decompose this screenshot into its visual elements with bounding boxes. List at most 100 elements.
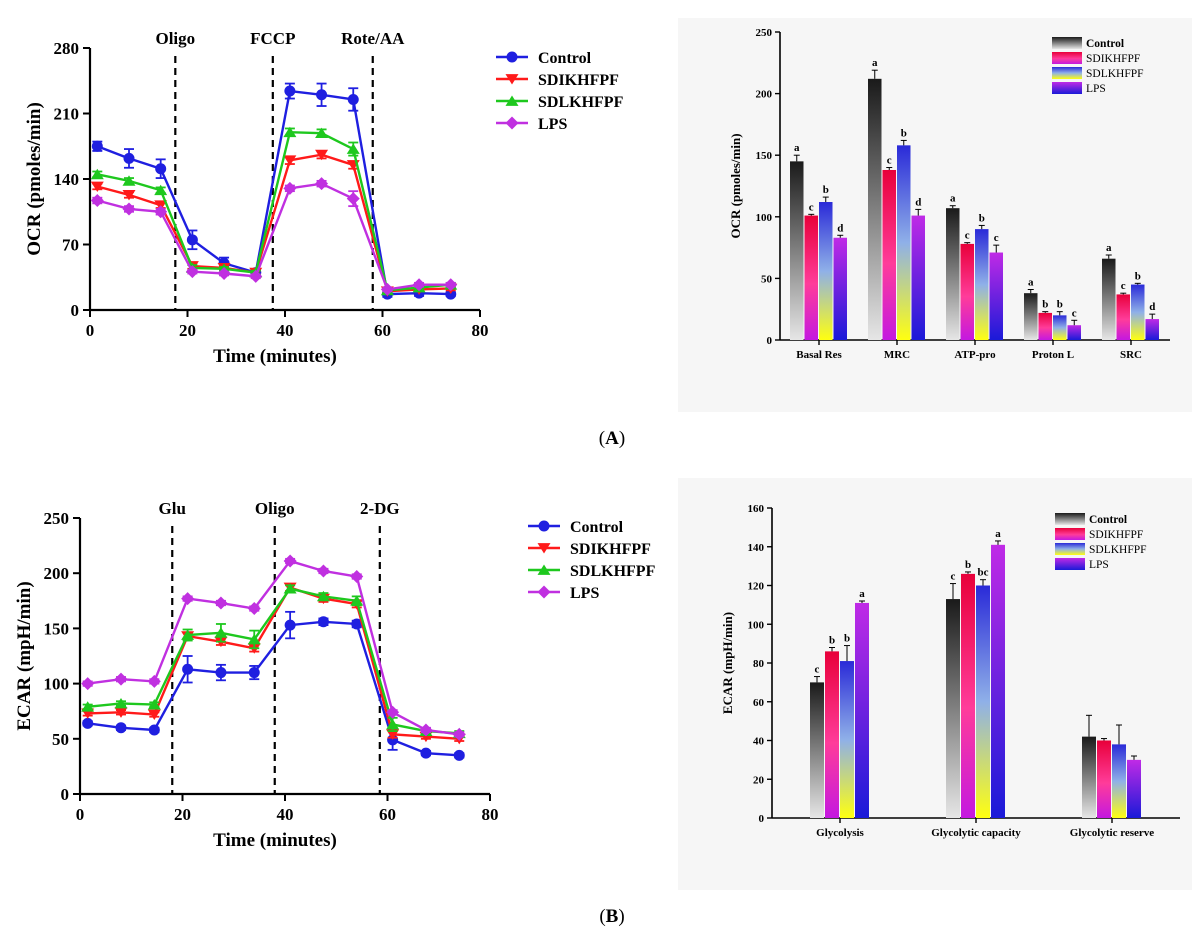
y-axis-title: OCR (pmoles/min) xyxy=(24,102,45,256)
significance-letter: c xyxy=(1121,280,1126,292)
data-point-lps xyxy=(147,674,161,688)
data-point-lps xyxy=(380,282,394,296)
data-point-control xyxy=(351,618,363,630)
y-tick-label: 0 xyxy=(71,301,80,320)
legend-marker-sdlkhfpf xyxy=(505,95,519,106)
y-tick-label: 80 xyxy=(753,658,765,670)
data-point-lps xyxy=(114,672,128,686)
legend-label-sdikhfpf: SDIKHFPF xyxy=(538,72,619,89)
significance-letter: b xyxy=(901,127,907,139)
data-point-sdlkhfpf xyxy=(283,583,297,594)
legend-label-sdlkhfpf: SDLKHFPF xyxy=(570,563,656,580)
data-point-lps xyxy=(315,177,329,191)
x-tick-label: 20 xyxy=(179,321,196,340)
y-tick-label: 100 xyxy=(44,675,70,694)
legend-swatch-control xyxy=(1052,37,1082,49)
ecar-bar-panel-bg xyxy=(678,478,1192,890)
bar-lps-glycolytic-reserve xyxy=(1127,759,1141,818)
significance-letter: c xyxy=(815,664,820,676)
significance-letter: a xyxy=(859,588,865,600)
legend-label-lps: LPS xyxy=(1089,559,1109,571)
legend-swatch-sdikhfpf xyxy=(1055,528,1085,540)
bar-control-src xyxy=(1102,258,1116,340)
significance-letter: b xyxy=(823,184,829,196)
bar-sdikhfpf-glycolysis xyxy=(825,651,839,818)
significance-letter: b xyxy=(965,559,971,571)
significance-letter: a xyxy=(1106,242,1112,254)
y-tick-label: 0 xyxy=(61,785,70,804)
data-point-sdlkhfpf xyxy=(122,175,136,186)
legend-marker-control xyxy=(506,51,518,63)
data-point-sdlkhfpf xyxy=(316,590,330,602)
data-point-sdlkhfpf xyxy=(386,718,400,730)
bar-sdikhfpf-glycolytic-capacity xyxy=(961,573,975,818)
legend-marker-lps xyxy=(537,585,551,599)
data-point-control xyxy=(91,140,103,152)
legend-label-control: Control xyxy=(570,519,624,536)
bar-sdikhfpf-glycolytic-reserve xyxy=(1097,740,1111,818)
data-point-sdlkhfpf xyxy=(350,595,364,606)
significance-letter: c xyxy=(994,232,999,244)
data-point-lps xyxy=(90,194,104,208)
legend-label-sdikhfpf: SDIKHFPF xyxy=(1086,53,1140,65)
legend-label-lps: LPS xyxy=(570,585,599,602)
ecar-bar-chart: 0 20 40 60 80 100 120 140 160 ECAR (mpH/min) Glyco… xyxy=(720,503,1180,839)
bar-control-glycolytic-capacity xyxy=(946,599,960,818)
bar-sdlkhfpf-atp-pro xyxy=(975,229,989,340)
significance-letter: a xyxy=(995,528,1001,540)
data-point-lps xyxy=(419,723,433,737)
legend-swatch-sdikhfpf xyxy=(1052,52,1082,64)
y-tick-label: 250 xyxy=(756,27,773,39)
bar-lps-src xyxy=(1145,319,1159,340)
y-tick-label: 40 xyxy=(753,736,765,748)
significance-letter: a xyxy=(794,142,800,154)
x-tick-label-glycolytic-capacity: Glycolytic capacity xyxy=(931,827,1021,839)
x-tick-label: 0 xyxy=(86,321,95,340)
significance-letter: a xyxy=(1028,276,1034,288)
bar-sdlkhfpf-glycolytic-reserve xyxy=(1112,744,1126,818)
data-point-lps xyxy=(346,192,360,206)
bar-control-mrc xyxy=(868,78,882,340)
legend-swatch-sdlkhfpf xyxy=(1052,67,1082,79)
y-axis-title: ECAR (mpH/min) xyxy=(720,612,735,714)
data-point-control xyxy=(148,724,160,736)
x-tick-label-proton-l: Proton L xyxy=(1032,349,1074,361)
data-point-sdlkhfpf xyxy=(154,184,168,196)
data-point-lps xyxy=(386,705,400,719)
data-point-sdikhfpf xyxy=(386,729,400,740)
data-point-control xyxy=(82,717,94,729)
data-point-control xyxy=(123,152,135,164)
x-axis-title: Time (minutes) xyxy=(213,830,337,851)
injection-label-fccp: FCCP xyxy=(250,29,295,48)
data-point-lps xyxy=(154,205,168,219)
significance-letter: b xyxy=(1135,270,1141,282)
significance-letter: d xyxy=(915,196,921,208)
data-point-lps xyxy=(185,265,199,279)
data-point-sdlkhfpf xyxy=(247,633,261,645)
y-tick-label: 150 xyxy=(44,619,70,638)
data-point-control xyxy=(347,93,359,105)
significance-letter: c xyxy=(887,155,892,167)
data-point-sdlkhfpf xyxy=(283,126,297,138)
data-point-control xyxy=(215,667,227,679)
injection-label-oligo: Oligo xyxy=(155,29,195,48)
data-point-sdlkhfpf xyxy=(147,699,161,710)
legend-swatch-lps xyxy=(1052,82,1082,94)
legend-marker-sdikhfpf xyxy=(505,74,519,85)
legend-label-control: Control xyxy=(1086,38,1124,50)
data-point-sdlkhfpf xyxy=(315,127,329,139)
y-axis-title: OCR (pmoles/min) xyxy=(728,133,743,238)
data-point-lps xyxy=(452,727,466,741)
data-point-control xyxy=(284,619,296,631)
ocr-bar-panel-bg xyxy=(678,18,1192,412)
significance-letter: b xyxy=(1042,299,1048,311)
bar-sdikhfpf-src xyxy=(1116,294,1130,340)
data-point-sdikhfpf xyxy=(283,155,297,166)
bar-sdikhfpf-proton-l xyxy=(1038,312,1052,340)
data-point-sdlkhfpf xyxy=(90,168,104,180)
y-tick-label: 160 xyxy=(748,503,765,515)
x-tick-label-glycolytic-reserve: Glycolytic reserve xyxy=(1070,827,1155,839)
data-point-lps xyxy=(217,267,231,281)
x-tick-label-basal-res: Basal Res xyxy=(796,349,842,361)
